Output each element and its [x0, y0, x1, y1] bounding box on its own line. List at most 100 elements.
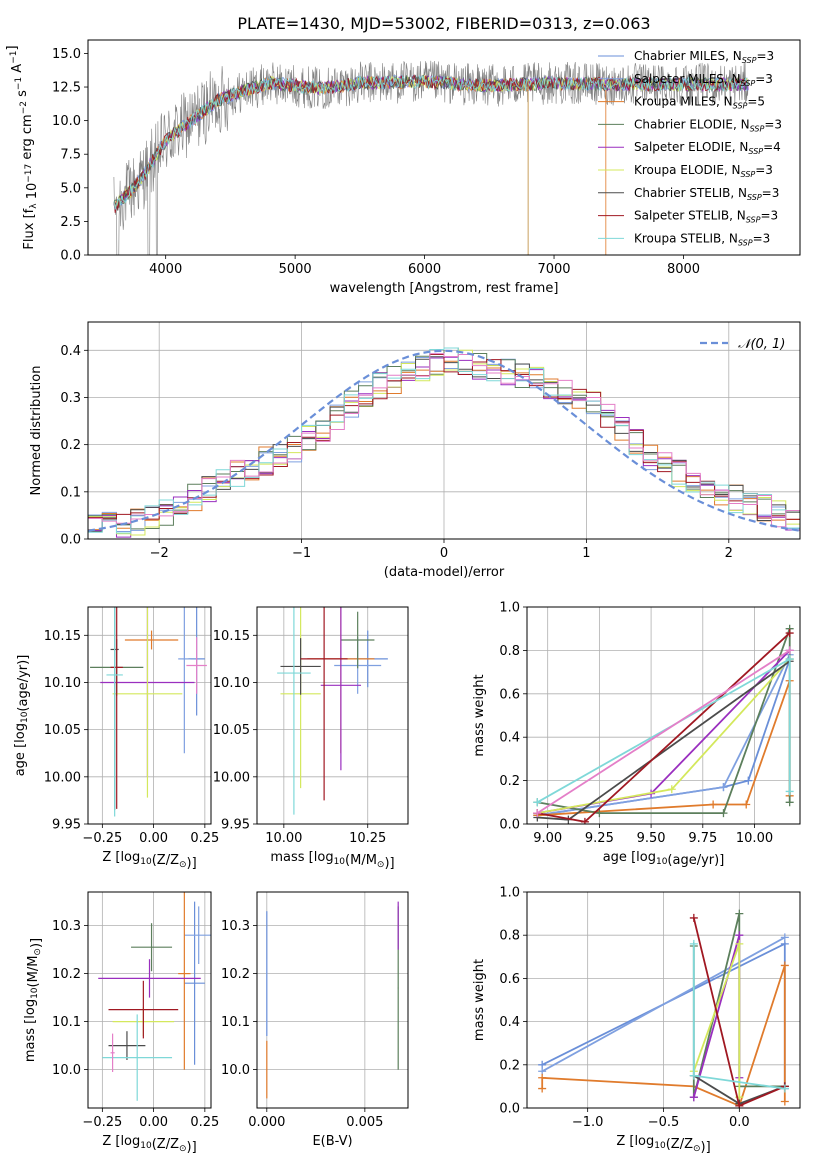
label-part: (age/yr)] — [667, 853, 724, 868]
y-tick-label: 0.6 — [499, 972, 520, 987]
label-part: (Z/Z — [152, 1137, 179, 1152]
weight-point-marker — [785, 787, 794, 796]
legend-label-sub: SSP — [742, 56, 757, 65]
legend-label: Salpeter STELIB, NSSP=3 — [634, 209, 778, 225]
label-part: ⊙ — [377, 860, 385, 870]
weight-point-marker — [735, 931, 744, 940]
y-tick-label: 0.4 — [60, 344, 81, 359]
label-part: −17 — [24, 164, 34, 183]
label-part: )] — [187, 856, 197, 871]
legend-label-sub: SSP — [750, 124, 765, 133]
weight-point-marker — [742, 800, 751, 809]
weight-point-marker — [735, 939, 744, 948]
label-sub: 10 — [140, 857, 152, 867]
x-tick-label: 10.00 — [736, 831, 773, 846]
x-tick-label: 0.005 — [346, 1115, 383, 1130]
label-part: (age/yr)] — [16, 655, 31, 712]
label-part: mass [ — [23, 1019, 38, 1062]
y-tick-label: 10.2 — [221, 967, 250, 982]
weight-series-line — [536, 649, 791, 814]
weight-point-marker — [538, 1073, 547, 1082]
label-part: wavelength [Angstrom, rest frame] — [330, 281, 559, 296]
legend-label: Chabrier MILES, NSSP=3 — [634, 49, 774, 65]
x-tick-label: −0.25 — [82, 1115, 122, 1130]
label-part: Normed distribution — [29, 366, 44, 496]
label-part: A — [10, 64, 25, 77]
x-axis-label: Z [log10(Z/Z⊙)] — [102, 850, 196, 871]
y-tick-label: 10.00 — [44, 770, 81, 785]
legend-label: Kroupa MILES, NSSP=5 — [634, 95, 765, 111]
y-tick-label: 10.15 — [44, 629, 81, 644]
label-part: (M/M — [345, 853, 377, 868]
legend-label-part: Salpeter ELODIE, N — [634, 140, 748, 154]
label-part: −1 — [9, 51, 19, 64]
legend-label-part: =5 — [747, 95, 765, 109]
y-tick-label: 0.4 — [499, 731, 520, 746]
x-tick-label: 0.00 — [139, 831, 168, 846]
weight-point-marker — [667, 785, 676, 794]
chart-panel-1: −2 −1 0 1 2 0.0 0.1 0.2 0.3 0.4 (data-model)/error… — [29, 321, 801, 580]
x-tick-label: 7000 — [537, 262, 570, 277]
x-axis-label: age [log10(age/yr)] — [603, 850, 725, 868]
weight-point-marker — [780, 933, 789, 942]
weight-series-line — [537, 632, 791, 823]
y-tick-label: 9.95 — [221, 818, 250, 833]
x-tick-label: 6000 — [408, 262, 441, 277]
legend-label-part: =3 — [755, 163, 773, 177]
y-tick-label: 7.5 — [60, 148, 81, 163]
legend-label-part: Chabrier ELODIE, N — [634, 117, 750, 131]
y-tick-label: 0.0 — [60, 533, 81, 548]
x-tick-label: −1 — [292, 546, 311, 561]
label-sub: 10 — [656, 857, 668, 867]
weight-point-marker — [689, 1071, 698, 1080]
histogram-step — [88, 353, 800, 539]
y-tick-label: 0.2 — [499, 774, 520, 789]
legend-label-sub: SSP — [733, 102, 748, 111]
label-sub: 10 — [30, 987, 40, 999]
weight-series-line — [537, 628, 791, 814]
plot-area — [98, 892, 211, 1101]
legend-label: Chabrier STELIB, NSSP=3 — [634, 186, 779, 202]
plot-frame — [87, 321, 801, 540]
legend-label-sub: SSP — [741, 170, 756, 179]
label-part: mass weight — [472, 959, 487, 1041]
label-part: Flux [f — [22, 208, 37, 249]
legend-label-part: Chabrier STELIB, N — [634, 186, 747, 200]
chart-panel-6: 0.000 0.005 10.0 10.1 10.2 10.3 E(B-V) — [221, 891, 409, 1149]
observed-spectrum-line — [113, 60, 749, 255]
weight-point-marker — [709, 800, 718, 809]
weight-point-marker — [735, 909, 744, 918]
chart-panel-0: 4000 5000 6000 7000 8000 0.0 2.5 5.0 7.5 10.0 12.5… — [5, 39, 801, 296]
weight-point-marker — [785, 646, 794, 655]
y-tick-label: 10.2 — [52, 967, 81, 982]
label-part: −2 — [19, 101, 29, 114]
y-tick-label: 1.0 — [499, 601, 520, 616]
y-tick-label: 15.0 — [52, 47, 81, 62]
x-tick-label: 0.000 — [248, 1115, 285, 1130]
label-part: ] — [5, 45, 20, 50]
label-sub: 10 — [20, 711, 30, 723]
label-part: log — [636, 850, 656, 865]
plot-frame — [87, 606, 212, 825]
label-sub: 10 — [140, 1141, 152, 1151]
label-part: log — [634, 1134, 654, 1149]
x-tick-label: −0.5 — [648, 1115, 680, 1130]
y-axis-label: mass [log10(M/M⊙)] — [23, 938, 44, 1062]
y-tick-label: 2.5 — [60, 215, 81, 230]
y-axis-label: age [log10(age/yr)] — [13, 655, 31, 777]
chart-panel-4: 9.00 9.25 9.50 9.75 10.00 0.0 0.2 0.4 0.6 0.8 1.0 a… — [472, 601, 801, 868]
label-part: log — [120, 1134, 140, 1149]
normal-curve — [88, 349, 800, 532]
label-part: )] — [384, 856, 394, 871]
weight-point-marker — [744, 776, 753, 785]
figure-title: PLATE=1430, MJD=53002, FIBERID=0313, z=0… — [237, 14, 650, 33]
label-part: E(B-V) — [312, 1134, 352, 1149]
label-part: )] — [187, 1140, 197, 1155]
legend-label: Kroupa STELIB, NSSP=3 — [634, 231, 770, 247]
label-part: ⊙ — [179, 860, 187, 870]
label-part: Z [ — [616, 1134, 634, 1149]
y-tick-label: 1.0 — [499, 886, 520, 901]
y-axis-label: Normed distribution — [29, 366, 44, 496]
plot-frame — [87, 891, 212, 1109]
